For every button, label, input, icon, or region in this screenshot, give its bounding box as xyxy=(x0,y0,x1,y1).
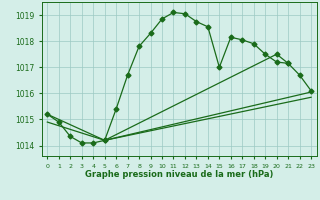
X-axis label: Graphe pression niveau de la mer (hPa): Graphe pression niveau de la mer (hPa) xyxy=(85,170,273,179)
